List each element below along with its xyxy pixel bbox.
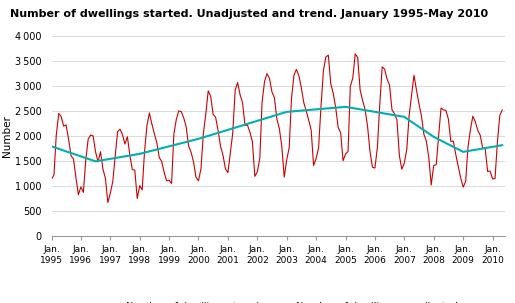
Legend: Number of dwellings, trend, Number of dwellings, unadjusted: Number of dwellings, trend, Number of dw…: [95, 298, 461, 303]
Text: Number of dwellings started. Unadjusted and trend. January 1995-May 2010: Number of dwellings started. Unadjusted …: [10, 9, 488, 19]
Y-axis label: Number: Number: [2, 115, 12, 157]
